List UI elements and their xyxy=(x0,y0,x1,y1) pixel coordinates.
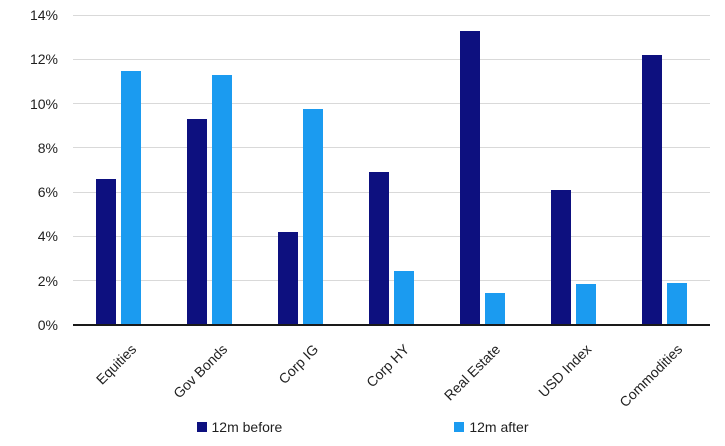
x-axis-category-label: Real Estate xyxy=(440,341,503,404)
bar-12m-after-equities xyxy=(121,71,141,325)
bar-12m-after-corp-ig xyxy=(303,109,323,325)
legend-item-12m-before: 12m before xyxy=(196,419,283,435)
x-axis-category-label: Corp HY xyxy=(362,341,412,391)
bar-12m-after-corp-hy xyxy=(394,270,414,325)
gridline xyxy=(73,103,710,105)
bar-12m-after-commodities xyxy=(667,282,687,325)
gridline xyxy=(73,191,710,193)
bar-12m-before-real-estate xyxy=(460,30,480,325)
gridline xyxy=(73,280,710,282)
bar-12m-before-corp-ig xyxy=(278,232,298,325)
bar-12m-after-real-estate xyxy=(485,292,505,325)
x-axis-category-label: Commodities xyxy=(615,341,685,411)
legend-label: 12m after xyxy=(469,419,529,435)
x-axis-category-label: Corp IG xyxy=(274,341,321,387)
y-axis-tick-label: 2% xyxy=(37,272,58,289)
y-axis-tick-label: 6% xyxy=(37,184,58,201)
y-axis-tick-label: 14% xyxy=(29,7,58,23)
y-axis-tick-label: 4% xyxy=(37,228,58,245)
x-axis-category-label: USD Index xyxy=(534,341,594,401)
legend-item-12m-after: 12m after xyxy=(454,419,528,435)
y-axis-tick-label: 10% xyxy=(29,95,58,112)
y-axis-tick-label: 12% xyxy=(29,51,58,68)
bar-12m-before-corp-hy xyxy=(369,172,389,325)
legend-label: 12m before xyxy=(211,419,283,435)
y-axis-tick-label: 0% xyxy=(37,317,58,333)
bar-12m-before-usd-index xyxy=(551,189,571,325)
gridline xyxy=(73,14,710,16)
bar-12m-before-gov-bonds xyxy=(187,119,207,325)
legend-swatch-icon xyxy=(454,422,465,432)
bar-12m-before-equities xyxy=(96,178,116,325)
gridline xyxy=(73,58,710,60)
x-axis-category-label: Gov Bonds xyxy=(169,341,230,402)
bar-12m-after-usd-index xyxy=(576,284,596,325)
bar-12m-before-commodities xyxy=(642,54,662,325)
legend-swatch-icon xyxy=(196,422,207,432)
bar-12m-after-gov-bonds xyxy=(212,74,232,325)
x-axis-category-label: Equities xyxy=(92,341,139,388)
gridline xyxy=(73,235,710,237)
x-axis-line xyxy=(73,324,710,326)
gridline xyxy=(73,147,710,149)
y-axis-tick-label: 8% xyxy=(37,139,58,156)
legend: 12m before 12m after xyxy=(0,419,725,435)
